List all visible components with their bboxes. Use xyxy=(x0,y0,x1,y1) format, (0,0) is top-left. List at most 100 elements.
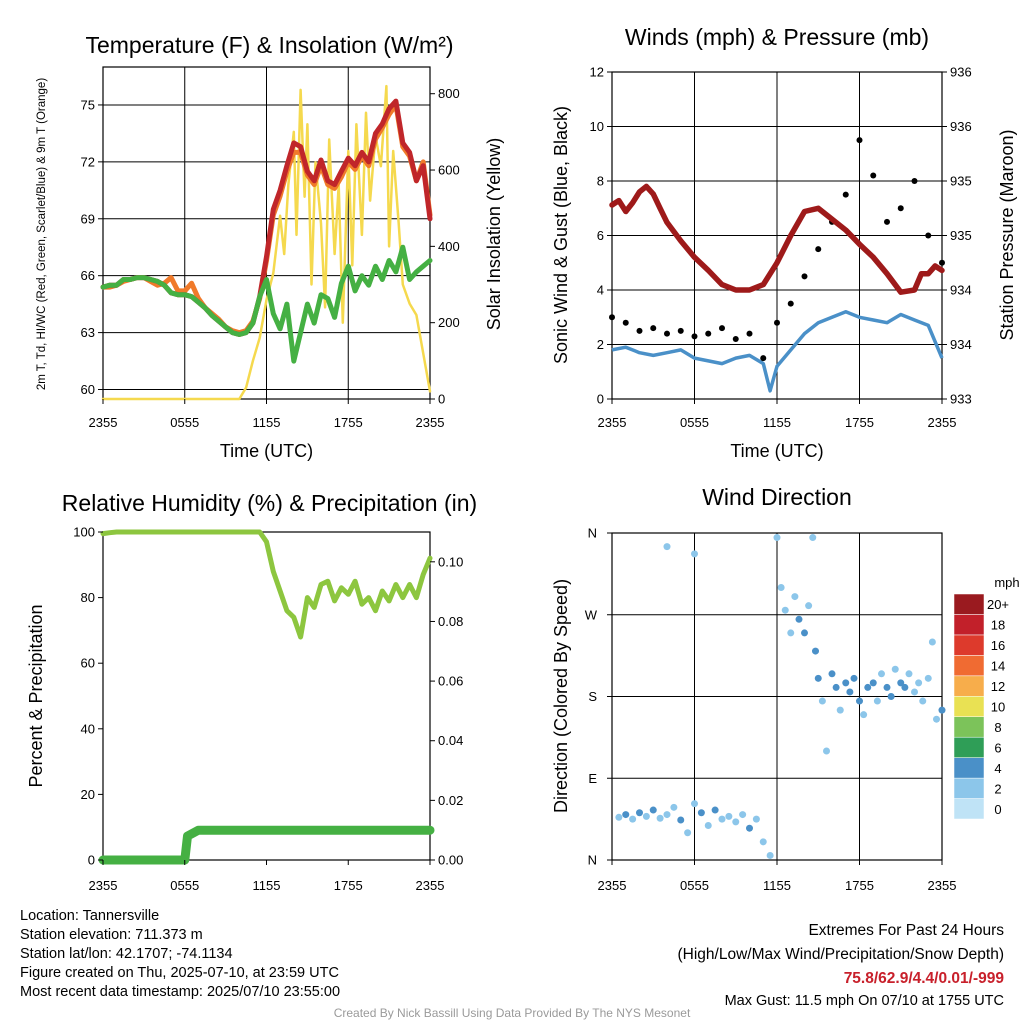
rh-ytick-label: 0 xyxy=(88,853,95,868)
colorbar-swatch xyxy=(953,655,985,677)
dir-point xyxy=(670,803,678,811)
temp-y2tick-label: 200 xyxy=(438,315,460,330)
dir-point xyxy=(649,806,657,814)
wind-xtick-label: 2355 xyxy=(598,415,627,430)
wind-gust-point xyxy=(732,336,739,343)
rh-xtick-label: 1155 xyxy=(253,878,281,893)
wind-y2tick-label: 935 xyxy=(950,174,972,189)
wind-gust-point xyxy=(774,319,780,326)
dir-point xyxy=(814,674,822,682)
colorbar-label: 10 xyxy=(991,700,1005,715)
dir-point xyxy=(636,809,643,817)
wind-gust-point xyxy=(911,178,918,184)
colorbar-swatch xyxy=(953,777,985,799)
wind-y2tick-label: 934 xyxy=(950,337,972,352)
dir-point xyxy=(856,697,863,705)
colorbar-label: 8 xyxy=(994,720,1001,735)
dir-point xyxy=(905,670,913,678)
colorbar-label: 16 xyxy=(991,638,1005,653)
rh-xtick-label: 1755 xyxy=(334,878,363,893)
dir-point xyxy=(828,670,836,678)
wind-gust-point xyxy=(870,172,877,179)
extremes-subtitle: (High/Low/Max Wind/Precipitation/Snow De… xyxy=(677,946,1005,963)
dir-point xyxy=(812,647,819,655)
rh-ytick-label: 40 xyxy=(81,721,95,736)
dir-xtick-label: 2355 xyxy=(598,878,627,893)
dir-point xyxy=(791,593,799,601)
dir-point xyxy=(615,813,623,821)
dir-chart-title: Wind Direction xyxy=(702,484,852,510)
dir-point xyxy=(718,815,726,823)
rh-y-axis-label: Percent & Precipitation xyxy=(26,604,46,787)
colorbar-label: 0 xyxy=(994,802,1001,817)
wind-gust-point xyxy=(636,327,643,334)
dir-point xyxy=(663,811,671,819)
wind-y2-axis-label: Station Pressure (Maroon) xyxy=(997,129,1017,340)
rh-y2tick-label: 0.04 xyxy=(438,733,463,748)
wind-ytick-label: 2 xyxy=(597,337,604,352)
colorbar-swatch xyxy=(953,634,985,656)
colorbar-swatch xyxy=(953,736,985,758)
temp-ytick-label: 69 xyxy=(81,211,95,226)
dir-point xyxy=(901,683,909,691)
dir-point xyxy=(869,679,877,687)
colorbar-swatch xyxy=(953,716,985,738)
max-gust-text: Max Gust: 11.5 mph On 07/10 at 1755 UTC xyxy=(724,993,1004,1009)
temp-y2tick-label: 400 xyxy=(438,239,460,254)
temp-ytick-label: 72 xyxy=(81,154,95,169)
dir-point xyxy=(752,815,760,823)
wind-y2tick-label: 936 xyxy=(950,119,972,134)
wind-ytick-label: 6 xyxy=(597,228,604,243)
dir-point xyxy=(746,824,753,832)
extremes-title: Extremes For Past 24 Hours xyxy=(808,922,1004,939)
wind-ytick-label: 4 xyxy=(597,283,604,298)
dir-point xyxy=(928,638,936,646)
dir-point xyxy=(684,829,692,837)
rh-y2tick-label: 0.00 xyxy=(438,853,463,868)
latlon-text: Station lat/lon: 42.1707; -74.1134 xyxy=(20,946,233,962)
station-info: Location: Tannersville Station elevation… xyxy=(20,907,340,1002)
dir-point xyxy=(850,674,858,682)
wind-gust-point xyxy=(760,355,767,362)
colorbar-label: 2 xyxy=(994,781,1001,796)
wind-gust-point xyxy=(842,191,849,198)
dir-point xyxy=(887,693,895,700)
created-text: Figure created on Thu, 2025-07-10, at 23… xyxy=(20,965,339,981)
elevation-text: Station elevation: 711.373 m xyxy=(20,927,203,943)
colorbar-label: 20+ xyxy=(987,597,1009,612)
dir-point xyxy=(801,629,808,637)
wind-ytick-label: 0 xyxy=(597,392,604,407)
wind-gust-point xyxy=(609,314,615,321)
dir-ytick-label: N xyxy=(588,853,597,868)
colorbar-swatch xyxy=(953,593,985,615)
dir-point xyxy=(823,747,830,755)
credit-text: Created By Nick Bassill Using Data Provi… xyxy=(333,1006,691,1020)
wind-gust-point xyxy=(650,325,657,332)
rh-ytick-label: 60 xyxy=(81,656,95,671)
dir-point xyxy=(818,697,826,705)
temp-x-axis-label: Time (UTC) xyxy=(220,441,313,461)
dir-point xyxy=(766,851,774,859)
dir-point xyxy=(860,711,868,719)
dir-point xyxy=(697,809,705,817)
wind-ytick-label: 12 xyxy=(590,65,604,80)
wind-gust-point xyxy=(664,330,670,337)
dir-point xyxy=(773,534,781,542)
dir-point xyxy=(891,665,899,673)
rh-chart-title: Relative Humidity (%) & Precipitation (i… xyxy=(62,490,477,516)
wind-gust-point xyxy=(691,333,698,340)
dir-xtick-label: 1755 xyxy=(845,878,874,893)
temp-series-solar-insolation xyxy=(101,84,432,401)
dir-point xyxy=(739,811,747,819)
dir-point xyxy=(878,670,885,678)
wind-y2tick-label: 936 xyxy=(950,65,972,80)
dir-point xyxy=(642,812,650,820)
dir-point xyxy=(691,550,698,558)
wind-x-axis-label: Time (UTC) xyxy=(730,441,823,461)
colorbar-label: 12 xyxy=(991,679,1005,694)
wind-y2tick-label: 934 xyxy=(950,283,972,298)
wind-xtick-label: 1155 xyxy=(763,415,791,430)
dir-point xyxy=(933,715,940,723)
dir-point xyxy=(924,674,932,682)
colorbar-label: 18 xyxy=(991,618,1005,633)
